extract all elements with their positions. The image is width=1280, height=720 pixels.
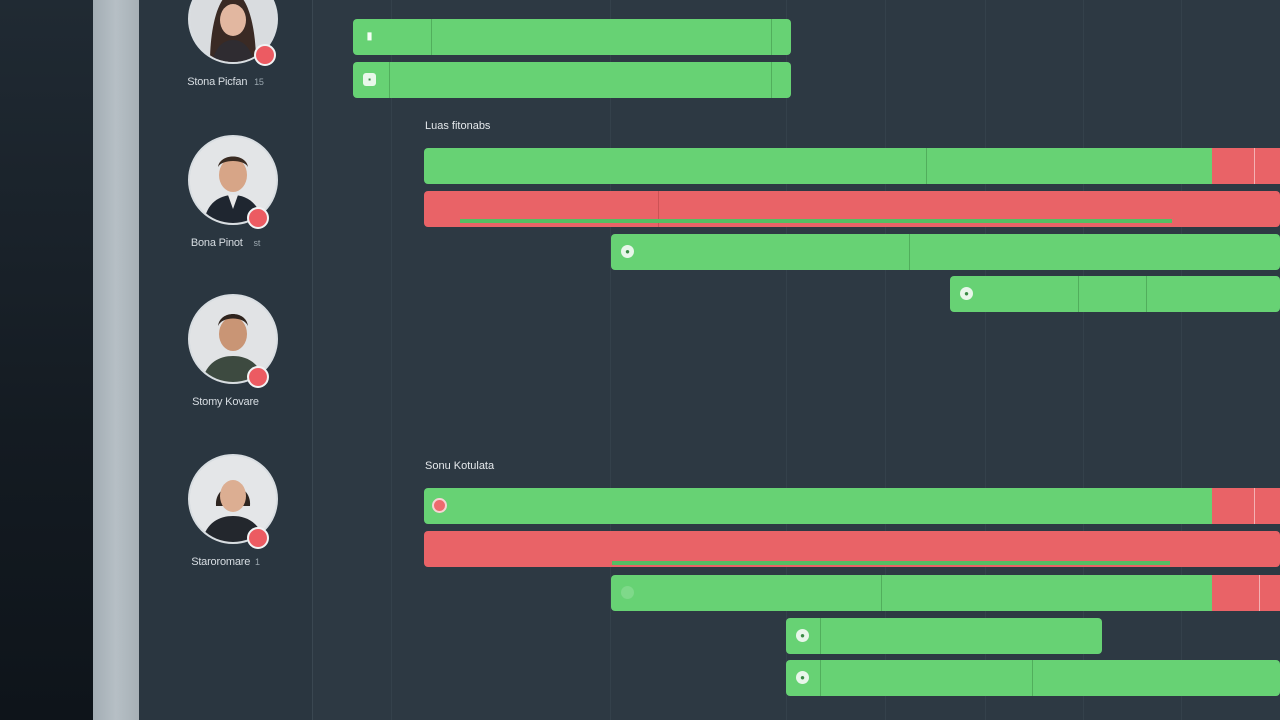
progress-stripe [612, 561, 1170, 565]
person-name-text: Staroromare [191, 556, 251, 568]
status-dot [247, 207, 269, 229]
alert-icon [432, 498, 447, 513]
avatar[interactable] [188, 0, 278, 64]
task-bar[interactable]: ▮ [353, 19, 791, 55]
person-name-text: Stomy Kovare [192, 396, 259, 408]
gridline [610, 0, 611, 720]
person-name: Staroromare 1 [139, 556, 312, 568]
status-dot [254, 44, 276, 66]
task-bar[interactable] [424, 148, 1280, 184]
gridline [1083, 0, 1084, 720]
window-edge [0, 0, 93, 720]
person-name-text: Bona Pinot [190, 237, 243, 249]
circle-icon [621, 586, 634, 599]
task-bar[interactable] [424, 488, 1280, 524]
circle-icon: ● [796, 629, 809, 642]
gridline [786, 0, 787, 720]
person-name-text: Stona Picfan [187, 76, 248, 88]
circle-icon: ● [960, 287, 973, 300]
person-name-suffix: 15 [254, 77, 264, 87]
circle-icon: ● [621, 245, 634, 258]
person-name-suffix: 1 [254, 557, 260, 567]
circle-icon: ● [796, 671, 809, 684]
gridline [885, 0, 886, 720]
gridline [985, 0, 986, 720]
task-bar[interactable]: ● [786, 660, 1280, 696]
progress-stripe [460, 219, 1172, 223]
task-bar[interactable]: ▪ [353, 62, 791, 98]
person-name: Stomy Kovare [139, 396, 312, 408]
person-name-suffix: st [253, 238, 261, 248]
gridline [1181, 0, 1182, 720]
people-panel: Stona Picfan 15 Bona Pinot st [139, 0, 313, 720]
task-icon: ▪ [363, 73, 376, 86]
task-bar[interactable] [611, 575, 1280, 611]
task-bar[interactable]: ● [786, 618, 1102, 654]
gridline [391, 0, 392, 720]
task-bar[interactable]: ● [611, 234, 1280, 270]
status-dot [247, 527, 269, 549]
person-avatar-icon [190, 296, 276, 382]
task-bar[interactable]: ● [950, 276, 1280, 312]
person-name: Stona Picfan 15 [139, 76, 312, 88]
person-avatar-icon [190, 0, 276, 62]
status-dot [247, 366, 269, 388]
side-rail [93, 0, 139, 720]
section-label: Luas fitonabs [425, 120, 491, 132]
section-label: Sonu Kotulata [425, 460, 495, 472]
task-icon: ▮ [366, 31, 373, 42]
timeline-area[interactable] [313, 0, 1280, 720]
person-name: Bona Pinot st [139, 237, 312, 249]
